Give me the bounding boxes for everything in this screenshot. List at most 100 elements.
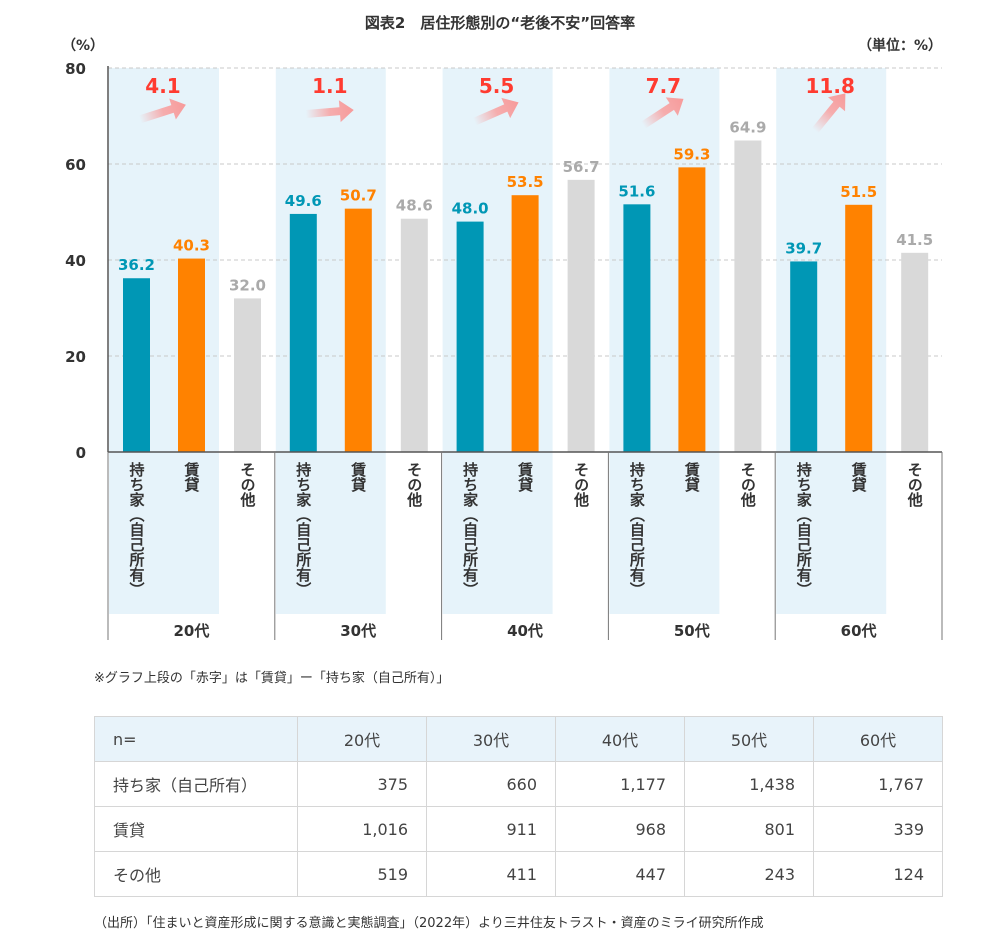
table-cell: 1,177: [555, 761, 685, 807]
table-row: その他 519 411 447 243 124: [94, 851, 943, 897]
row-label: 持ち家（自己所有）: [94, 761, 298, 807]
y-tick-label: 60: [65, 156, 86, 174]
trend-arrow-icon: [138, 98, 186, 124]
bar-chart: 図表2 居住形態別の“老後不安”回答率 （%） （単位：%） 0 20 40 60 80 36.…: [62, 14, 943, 640]
arrow-shape: [138, 98, 186, 124]
data-label: 59.3: [673, 145, 710, 163]
table-cell: 1,438: [684, 761, 814, 807]
source-note: （出所）「住まいと資産形成に関する意識と実態調査」（2022年）より三井住友トラ…: [94, 916, 764, 931]
data-label: 49.6: [285, 192, 322, 210]
data-label: 48.6: [396, 197, 433, 215]
category-label: その他: [405, 462, 423, 508]
chart-note: ※グラフ上段の「赤字」は「賃貸」ー「持ち家（自己所有）」: [94, 671, 450, 686]
bar: [234, 298, 261, 452]
category-label: 賃貸: [850, 461, 868, 493]
arrow-shape: [811, 93, 846, 134]
table-cell: 124: [813, 851, 943, 897]
trend-arrow-icon: [641, 97, 684, 129]
table-cell: 1,016: [297, 806, 427, 852]
y-tick-label: 20: [65, 348, 86, 366]
bar: [845, 204, 873, 452]
category-label: 賃貸: [683, 461, 701, 493]
arrow-shape: [473, 97, 519, 126]
table-cell: 411: [426, 851, 556, 897]
table-header-cell: 20代: [297, 716, 427, 762]
category-label: 持ち家（自己所有）: [294, 461, 312, 597]
bar: [901, 252, 929, 452]
table-header-cell: 40代: [555, 716, 685, 762]
category-label: 賃貸: [349, 461, 367, 493]
x-group-label: 60代: [841, 622, 877, 640]
category-label: その他: [739, 462, 757, 508]
data-label: 50.7: [340, 187, 377, 205]
y-axis-unit-label: （%）: [62, 38, 104, 54]
bar: [567, 179, 595, 452]
bar: [123, 278, 150, 452]
table-header-row: n= 20代 30代 40代 50代 60代: [94, 716, 943, 762]
table-cell: 968: [555, 806, 685, 852]
row-label: その他: [94, 851, 298, 897]
bar: [400, 218, 428, 452]
difference-label: 11.8: [806, 74, 855, 98]
bar: [511, 195, 539, 452]
data-label: 51.5: [840, 183, 877, 201]
category-label: その他: [906, 462, 924, 508]
y-tick-label: 80: [65, 60, 86, 78]
table-cell: 447: [555, 851, 685, 897]
unit-label: （単位：%）: [858, 37, 942, 54]
data-label: 36.2: [118, 256, 155, 274]
bar: [734, 140, 762, 453]
category-label: 持ち家（自己所有）: [628, 461, 646, 597]
table-header-cell: 50代: [684, 716, 814, 762]
table-cell: 660: [426, 761, 556, 807]
x-group-label: 50代: [674, 622, 710, 640]
category-label: その他: [239, 462, 257, 508]
trend-arrow-icon: [473, 97, 519, 126]
trend-arrow-icon: [305, 100, 354, 123]
data-label: 32.0: [229, 276, 266, 294]
difference-label: 7.7: [646, 74, 681, 98]
table-header-cell: n=: [94, 716, 298, 762]
difference-label: 1.1: [312, 74, 347, 98]
x-group-label: 30代: [340, 622, 376, 640]
x-group-label: 20代: [173, 622, 209, 640]
row-label: 賃貸: [94, 806, 298, 852]
table-cell: 243: [684, 851, 814, 897]
category-label: その他: [572, 462, 590, 508]
data-label: 40.3: [173, 237, 210, 255]
y-tick-label: 40: [65, 252, 86, 270]
data-label: 64.9: [729, 118, 766, 136]
sample-size-table: n= 20代 30代 40代 50代 60代 持ち家（自己所有） 375 660…: [94, 716, 943, 897]
table-cell: 375: [297, 761, 427, 807]
data-label: 41.5: [896, 231, 933, 249]
bar: [790, 261, 818, 452]
x-group-label: 40代: [507, 622, 543, 640]
bar: [678, 167, 706, 453]
table-row: 持ち家（自己所有） 375 660 1,177 1,438 1,767: [94, 761, 943, 807]
category-label: 持ち家（自己所有）: [128, 461, 146, 597]
arrow-shape: [641, 97, 684, 129]
data-label: 39.7: [785, 239, 822, 257]
table-cell: 801: [684, 806, 814, 852]
y-tick-label: 0: [76, 444, 86, 462]
category-label: 賃貸: [183, 461, 201, 493]
arrow-shape: [305, 100, 354, 123]
table-cell: 339: [813, 806, 943, 852]
table-header-cell: 60代: [813, 716, 943, 762]
data-label: 56.7: [563, 158, 600, 176]
table-cell: 519: [297, 851, 427, 897]
bar: [623, 204, 651, 452]
table-header-cell: 30代: [426, 716, 556, 762]
table-row: 賃貸 1,016 911 968 801 339: [94, 806, 943, 852]
data-label: 51.6: [618, 182, 655, 200]
difference-label: 5.5: [479, 74, 514, 98]
chart-title: 図表2 居住形態別の“老後不安”回答率: [365, 14, 635, 32]
data-label: 48.0: [452, 200, 489, 218]
difference-label: 4.1: [145, 74, 180, 98]
trend-arrow-icon: [811, 93, 846, 134]
bar: [289, 213, 317, 452]
category-label: 賃貸: [516, 461, 534, 493]
table-cell: 1,767: [813, 761, 943, 807]
data-label: 53.5: [507, 173, 544, 191]
